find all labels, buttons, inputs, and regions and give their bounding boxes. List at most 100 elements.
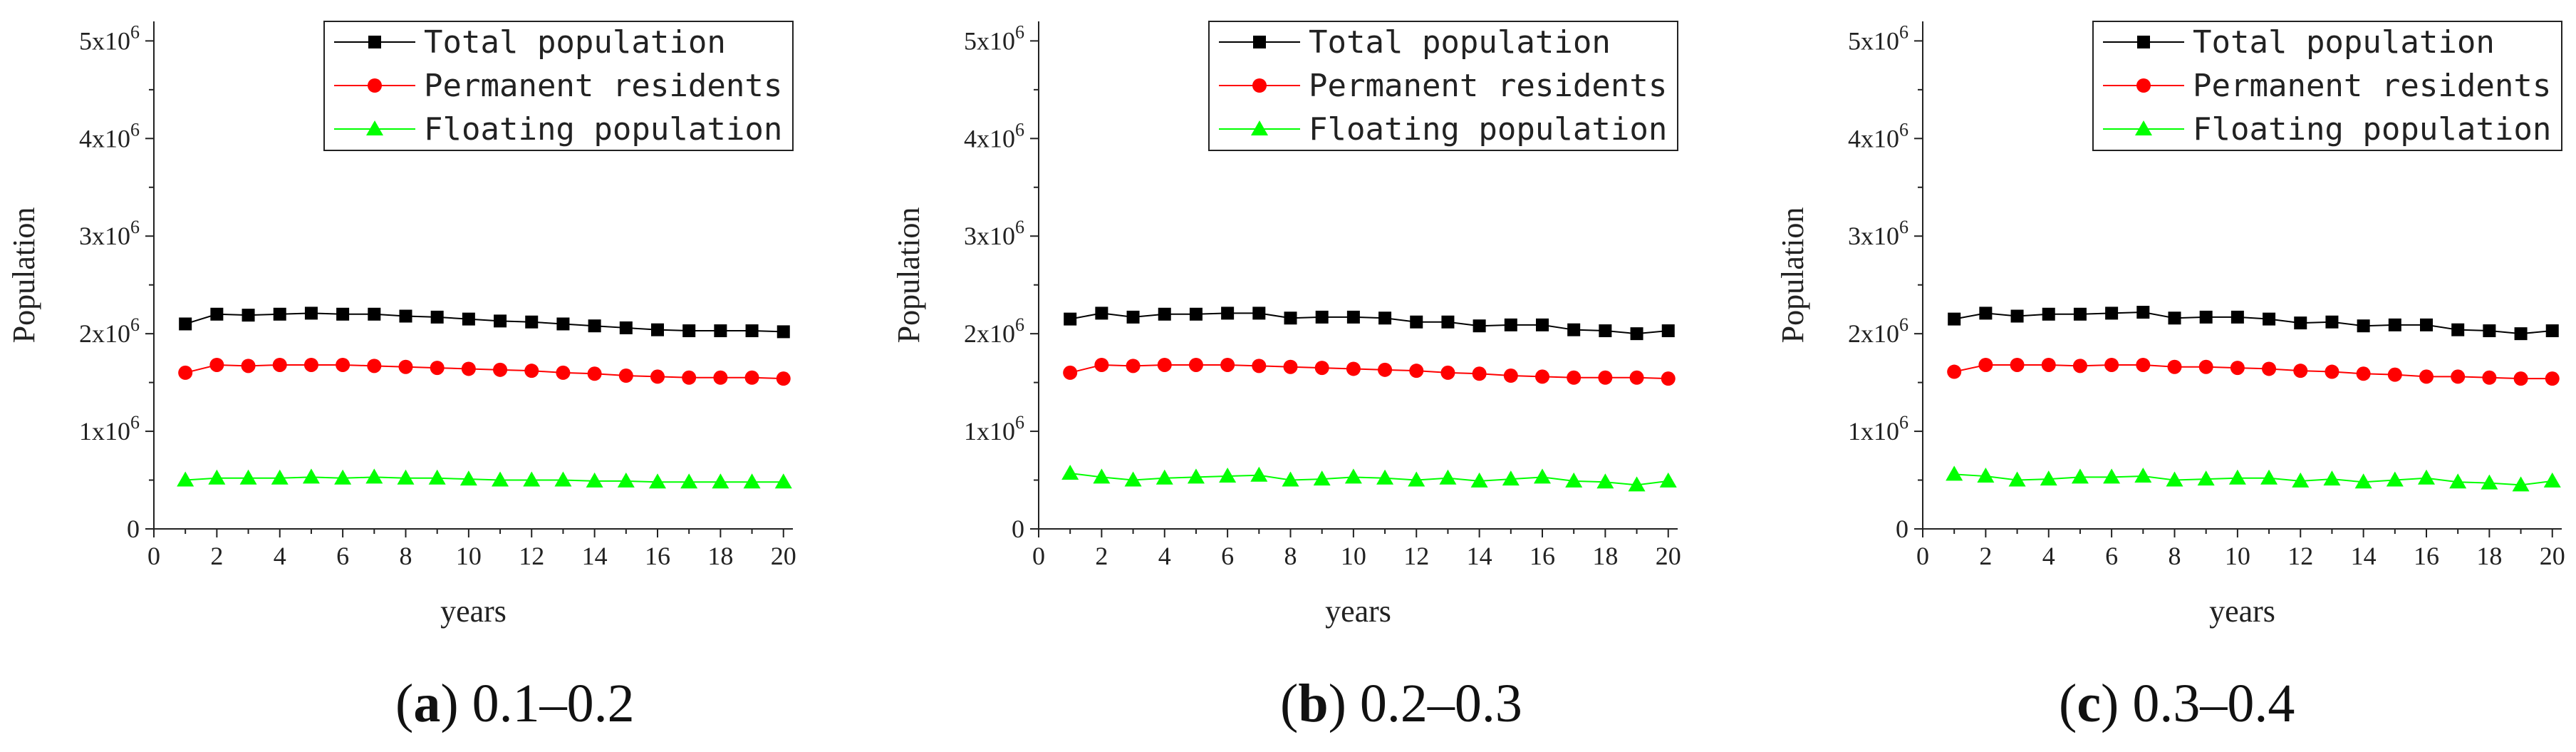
data-point	[1252, 359, 1267, 374]
chart-panel-a: 0 2 4 6 8 10 12 14 16 18 20 0 1x106 2x106 3x106 4x106 5x…	[6, 21, 796, 733]
data-point	[2451, 369, 2466, 384]
legend: Total population Permanent residents Float…	[1208, 21, 1678, 151]
series-floating-population	[1946, 465, 2561, 492]
data-point	[2481, 474, 2498, 490]
data-point	[2482, 370, 2497, 385]
x-axis-title: years	[2209, 594, 2275, 629]
data-point	[1250, 466, 1268, 482]
data-point	[2071, 468, 2089, 484]
y-tick-label: 5x106	[79, 21, 140, 55]
data-point	[2483, 324, 2496, 338]
x-tick-label: 2	[1095, 542, 1108, 570]
data-point	[587, 366, 602, 381]
panel-caption: (a) 0.1–0.2	[395, 674, 635, 733]
data-point	[2010, 309, 2024, 323]
data-point	[2103, 468, 2121, 484]
data-point	[1189, 307, 1203, 321]
data-point	[525, 315, 539, 329]
chart-panel-c: 0 2 4 6 8 10 12 14 16 18 20 0 1x106 2x106 3x106 4x106 5x…	[1775, 21, 2565, 733]
data-point	[1947, 364, 1962, 379]
legend-label: Permanent residents	[1309, 68, 1667, 104]
data-point	[1661, 324, 1675, 338]
data-point	[1567, 323, 1581, 336]
series-line	[1070, 472, 1668, 486]
data-point	[2325, 364, 2339, 379]
data-point	[556, 317, 570, 331]
data-point	[1946, 465, 1963, 481]
series-total-population	[1948, 306, 2559, 341]
data-point	[1313, 470, 1331, 486]
x-tick-label: 4	[2042, 542, 2055, 570]
data-point	[461, 361, 476, 376]
y-tick-label: 3x106	[1848, 217, 1908, 250]
x-tick-label: 6	[2105, 542, 2118, 570]
data-point	[179, 317, 192, 331]
data-point	[2419, 318, 2433, 331]
data-point	[2166, 471, 2183, 487]
data-point	[1219, 468, 1237, 483]
data-point	[2167, 359, 2182, 374]
y-tick-label: 5x106	[1848, 21, 1908, 55]
data-point	[682, 370, 697, 385]
data-point	[1502, 470, 1520, 486]
legend-label: Permanent residents	[2193, 68, 2551, 104]
data-point	[680, 473, 698, 489]
data-point	[2073, 307, 2087, 321]
legend-label: Floating population	[424, 111, 782, 148]
data-point	[774, 473, 792, 489]
data-point	[1472, 366, 1487, 381]
data-point	[2072, 359, 2087, 374]
data-point	[1378, 311, 1392, 325]
data-point	[494, 314, 507, 328]
legend-label: Total population	[2193, 24, 2495, 61]
y-tick-label: 4x106	[1848, 119, 1908, 153]
data-point	[399, 309, 412, 323]
data-point	[2386, 471, 2404, 487]
data-point	[619, 321, 633, 334]
data-point	[1410, 315, 1423, 329]
data-point	[1376, 469, 1394, 485]
data-point	[365, 468, 383, 484]
data-point	[2356, 366, 2371, 381]
x-tick-label: 6	[336, 542, 349, 570]
data-point	[1473, 319, 1486, 333]
data-point	[1534, 369, 1549, 384]
x-tick-label: 8	[2168, 542, 2181, 570]
data-point	[1659, 472, 1677, 488]
legend: Total population Permanent residents Float…	[2092, 21, 2562, 151]
x-tick-label: 6	[1221, 542, 1234, 570]
data-point	[367, 359, 382, 374]
y-tick-label: 0	[1012, 515, 1024, 543]
legend-marker	[1252, 78, 1267, 93]
data-point	[1598, 370, 1613, 385]
y-tick-label: 4x106	[79, 119, 140, 153]
data-point	[2198, 359, 2213, 374]
data-point	[1283, 359, 1298, 374]
data-point	[1535, 318, 1549, 331]
x-axis-title: years	[1325, 594, 1391, 629]
data-point	[1629, 370, 1644, 385]
data-point	[682, 324, 696, 338]
data-point	[2449, 473, 2467, 489]
data-point	[242, 309, 255, 322]
data-point	[492, 471, 509, 487]
data-point	[2230, 310, 2244, 324]
data-point	[2105, 307, 2119, 320]
data-point	[2387, 367, 2402, 382]
data-point	[2419, 369, 2434, 384]
data-point	[336, 357, 350, 372]
data-point	[239, 469, 257, 485]
legend-marker	[1251, 120, 1268, 135]
y-tick-label: 1x106	[1848, 412, 1908, 445]
data-point	[1284, 311, 1297, 325]
data-point	[1061, 464, 1079, 480]
data-point	[617, 472, 635, 488]
data-point	[430, 310, 444, 324]
x-tick-label: 20	[2540, 542, 2565, 570]
data-point	[2262, 361, 2277, 376]
data-point	[397, 469, 415, 485]
data-point	[2388, 318, 2401, 331]
data-point	[1282, 471, 1299, 487]
data-point	[2325, 315, 2339, 329]
